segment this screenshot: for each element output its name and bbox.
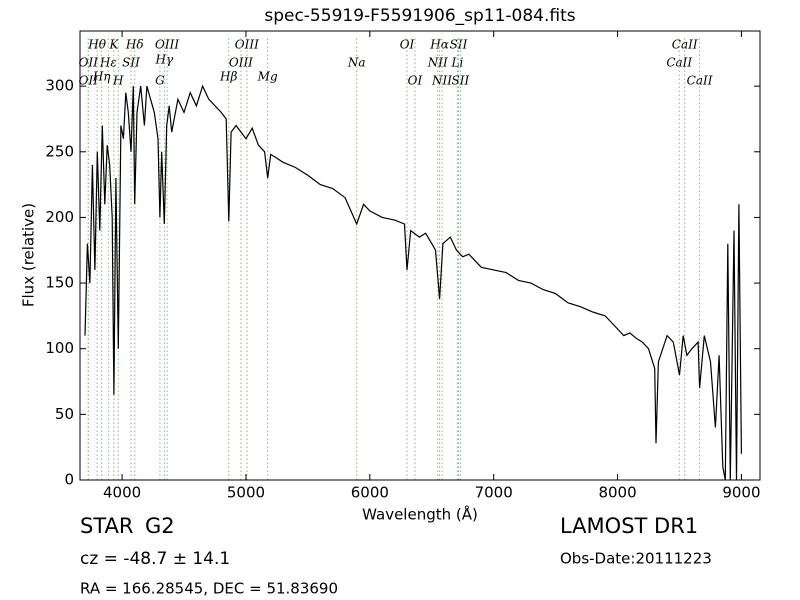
x-tick-label: 8000 (598, 484, 636, 502)
annotation-label: SII (450, 38, 468, 52)
annotation-label: OI (400, 38, 415, 52)
annotation-label: Hη (92, 70, 111, 84)
annotation-label: Na (347, 56, 366, 70)
y-tick-label: 300 (45, 77, 74, 95)
annotation-label: Hθ (87, 38, 106, 52)
y-tick-label: 0 (64, 471, 74, 489)
annotation-label: Li (450, 56, 463, 70)
x-tick-label: 9000 (722, 484, 760, 502)
annotation-label: CaII (672, 38, 698, 52)
annotation-label: OIII (229, 56, 253, 70)
annotation-label: Hα (429, 38, 449, 52)
y-tick-label: 100 (45, 339, 74, 357)
x-tick-label: 7000 (475, 484, 513, 502)
obs-date: Obs-Date:20111223 (560, 550, 712, 568)
spectrum-line (84, 84, 742, 480)
survey: LAMOST DR1 (560, 514, 698, 538)
annotation-label: Hβ (219, 70, 237, 84)
annotation-label: Mg (257, 70, 278, 84)
annotation-label: Hδ (125, 38, 144, 52)
subclass: G2 (145, 514, 175, 538)
redshift: cz = -48.7 ± 14.1 (80, 549, 230, 569)
annotation-label: OIII (235, 38, 259, 52)
y-tick-label: 150 (45, 274, 74, 292)
annotation-label: NII (431, 74, 452, 88)
y-tick-label: 250 (45, 142, 74, 160)
annotation-label: H (112, 74, 124, 88)
chart-title: spec-55919-F5591906_sp11-084.fits (264, 6, 575, 26)
y-axis-label: Flux (relative) (20, 203, 38, 307)
y-tick-label: 50 (55, 405, 74, 423)
annotation-label: K (108, 38, 119, 52)
x-axis-label: Wavelength (Å) (362, 505, 478, 524)
annotation-label: OII (79, 74, 99, 88)
annotation-label: G (155, 74, 165, 88)
annotation-label: CaII (687, 74, 713, 88)
x-tick-label: 5000 (227, 484, 265, 502)
object-class: STAR (80, 514, 133, 538)
annotation-label: SII (122, 56, 140, 70)
annotation-label: OIII (155, 38, 179, 52)
annotation-label: NII (427, 56, 448, 70)
y-tick-label: 200 (45, 208, 74, 226)
annotation-label: Hγ (155, 53, 174, 67)
x-tick-label: 4000 (103, 484, 141, 502)
annotation-label: SII (452, 74, 470, 88)
annotation-label: CaII (666, 56, 692, 70)
x-tick-label: 6000 (351, 484, 389, 502)
annotation-label: OI (408, 74, 423, 88)
coordinates: RA = 166.28545, DEC = 51.83690 (80, 580, 338, 598)
annotation-label: Hε (99, 56, 117, 70)
plot-frame (79, 30, 761, 481)
